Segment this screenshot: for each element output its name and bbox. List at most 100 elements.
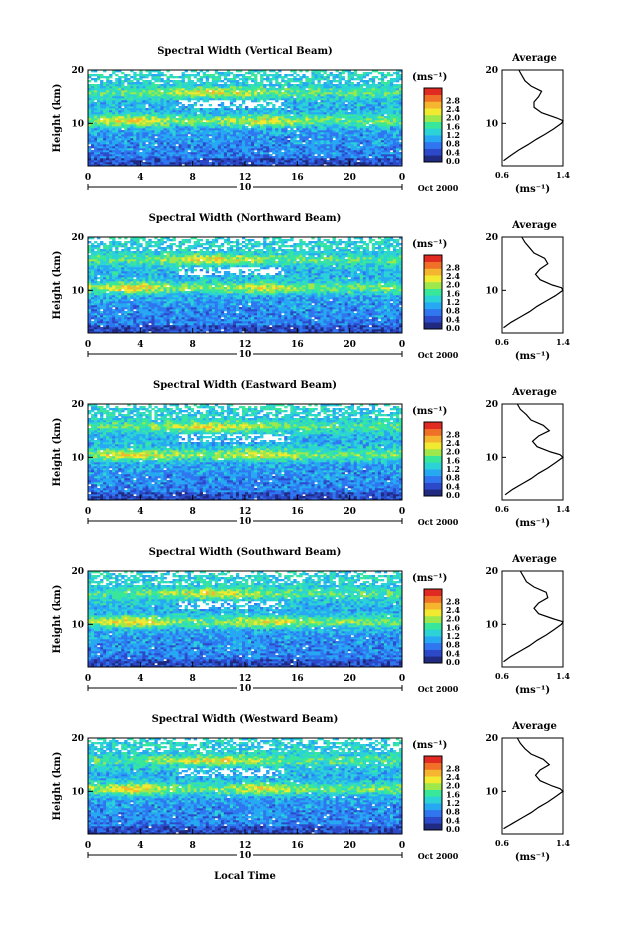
heatmap-cell xyxy=(148,156,152,159)
heatmap-cell xyxy=(320,108,324,111)
heatmap-cell xyxy=(248,148,252,151)
heatmap-cell xyxy=(178,92,182,95)
heatmap-cell xyxy=(380,164,385,167)
heatmap-cell xyxy=(187,116,191,119)
heatmap-cell xyxy=(368,144,373,147)
heatmap-cell xyxy=(172,132,176,135)
heatmap-cell xyxy=(136,164,140,167)
heatmap-cell xyxy=(389,327,394,330)
heatmap-cell xyxy=(398,134,403,137)
heatmap-cell xyxy=(229,108,234,111)
heatmap-cell xyxy=(184,130,188,133)
heatmap-cell xyxy=(365,106,370,109)
heatmap-cell xyxy=(196,110,201,113)
heatmap-cell xyxy=(332,148,336,151)
heatmap-cell xyxy=(305,132,309,135)
heatmap-cell xyxy=(323,70,327,73)
heatmap-cell xyxy=(320,331,324,334)
heatmap-cell xyxy=(323,162,327,165)
heatmap-cell xyxy=(326,98,330,101)
heatmap-cell xyxy=(341,122,345,125)
colorbar-swatch xyxy=(424,101,442,109)
heatmap-cell xyxy=(100,114,104,117)
heatmap-cell xyxy=(335,156,339,159)
heatmap-cell xyxy=(245,82,249,85)
heatmap-cell xyxy=(139,162,143,165)
heatmap-cell xyxy=(374,70,379,73)
heatmap-cell xyxy=(398,112,403,115)
heatmap-cell xyxy=(320,92,324,95)
heatmap-cell xyxy=(127,146,131,149)
heatmap-cell xyxy=(347,130,351,133)
heatmap-cell xyxy=(223,116,228,119)
heatmap-cell xyxy=(281,96,285,99)
heatmap-cell xyxy=(157,146,161,149)
heatmap-cell xyxy=(335,124,339,127)
heatmap-cell xyxy=(184,152,188,155)
heatmap-cell xyxy=(193,162,197,165)
heatmap-cell xyxy=(124,108,128,111)
heatmap-cell xyxy=(398,76,403,79)
heatmap-cell xyxy=(323,156,327,159)
heatmap-cell xyxy=(124,88,128,91)
heatmap-cell xyxy=(103,152,107,155)
heatmap-cell xyxy=(389,114,394,117)
heatmap-cell xyxy=(392,98,397,101)
heatmap-cell xyxy=(181,104,185,107)
heatmap-cell xyxy=(157,76,161,79)
heatmap-cell xyxy=(154,94,158,97)
panel-title: Spectral Width (Vertical Beam) xyxy=(157,46,333,57)
heatmap-cell xyxy=(281,158,285,161)
heatmap-cell xyxy=(100,156,104,159)
heatmap-cell xyxy=(344,331,348,334)
heatmap-cell xyxy=(199,124,204,127)
average-frame xyxy=(501,69,564,167)
heatmap-cell xyxy=(184,110,188,113)
heatmap-cell xyxy=(347,140,351,143)
heatmap-cell xyxy=(187,164,191,167)
heatmap-cell xyxy=(299,138,303,141)
heatmap-cell xyxy=(389,154,394,157)
heatmap-cell xyxy=(142,126,146,129)
heatmap-cell xyxy=(130,142,134,145)
heatmap-cell xyxy=(392,102,397,105)
heatmap-cell xyxy=(254,130,258,133)
heatmap-cell xyxy=(139,156,143,159)
heatmap-cell xyxy=(311,120,315,123)
heatmap-cell xyxy=(302,94,306,97)
heatmap-cell xyxy=(208,118,213,121)
heatmap-cell xyxy=(308,130,312,133)
heatmap-cell xyxy=(368,94,373,97)
heatmap-cell xyxy=(91,104,95,107)
heatmap-cell xyxy=(284,74,288,77)
heatmap-cell xyxy=(278,327,282,330)
heatmap-cell xyxy=(395,70,400,73)
heatmap-cell xyxy=(281,92,285,95)
heatmap-cell xyxy=(238,106,243,109)
heatmap-cell xyxy=(109,76,113,79)
heatmap-cell xyxy=(383,126,388,129)
heatmap-cell xyxy=(205,136,210,139)
heatmap-cell xyxy=(235,110,240,113)
heatmap-cell xyxy=(287,120,291,123)
heatmap-cell xyxy=(305,148,309,151)
heatmap-cell xyxy=(257,86,261,89)
heatmap-cell xyxy=(380,106,385,109)
heatmap-cell xyxy=(329,110,333,113)
heatmap-cell xyxy=(145,94,149,97)
heatmap-cell xyxy=(383,331,388,334)
heatmap-cell xyxy=(341,158,345,161)
heatmap-cell xyxy=(169,325,173,328)
heatmap-cell xyxy=(139,100,143,103)
heatmap-cell xyxy=(160,122,164,125)
heatmap-cell xyxy=(371,148,376,151)
heatmap-cell xyxy=(169,114,173,117)
heatmap-cell xyxy=(356,82,361,85)
heatmap-cell xyxy=(302,144,306,147)
heatmap-cell xyxy=(251,146,255,149)
heatmap-cell xyxy=(133,134,137,137)
heatmap-cell xyxy=(290,92,294,95)
heatmap-cell xyxy=(91,112,95,115)
heatmap-cell xyxy=(199,150,204,153)
heatmap-cell xyxy=(287,150,291,153)
